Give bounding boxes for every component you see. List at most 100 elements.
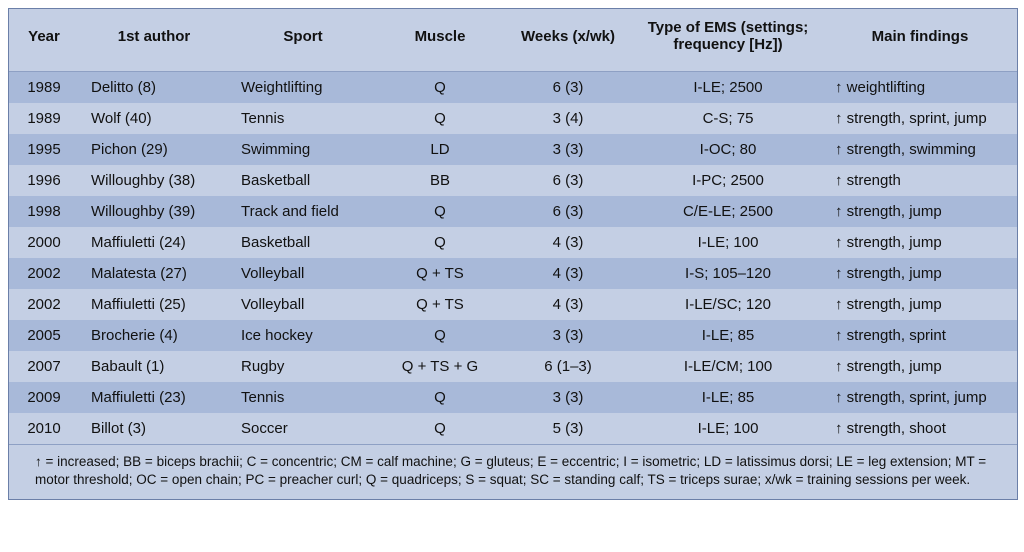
cell-author: Pichon (29) (79, 134, 229, 165)
cell-weeks: 6 (1–3) (503, 351, 633, 382)
col-weeks-header: Weeks (x/wk) (503, 9, 633, 72)
table-body: 1989Delitto (8)WeightliftingQ6 (3)I-LE; … (9, 72, 1017, 445)
cell-findings: ↑ strength, jump (823, 289, 1017, 320)
legend-row: ↑ = increased; BB = biceps brachii; C = … (9, 445, 1017, 500)
cell-muscle: Q (377, 227, 503, 258)
cell-author: Delitto (8) (79, 72, 229, 104)
cell-findings: ↑ strength (823, 165, 1017, 196)
cell-year: 2009 (9, 382, 79, 413)
cell-sport: Weightlifting (229, 72, 377, 104)
cell-muscle: Q (377, 320, 503, 351)
cell-sport: Basketball (229, 227, 377, 258)
cell-year: 2002 (9, 258, 79, 289)
cell-weeks: 4 (3) (503, 289, 633, 320)
cell-year: 1996 (9, 165, 79, 196)
cell-year: 2000 (9, 227, 79, 258)
col-sport-header: Sport (229, 9, 377, 72)
cell-sport: Tennis (229, 382, 377, 413)
cell-ems: I-LE; 85 (633, 320, 823, 351)
cell-sport: Basketball (229, 165, 377, 196)
cell-sport: Track and field (229, 196, 377, 227)
table-row: 1998Willoughby (39)Track and fieldQ6 (3)… (9, 196, 1017, 227)
cell-findings: ↑ strength, swimming (823, 134, 1017, 165)
cell-muscle: Q (377, 196, 503, 227)
table-row: 2007Babault (1)RugbyQ + TS + G6 (1–3)I-L… (9, 351, 1017, 382)
cell-sport: Volleyball (229, 258, 377, 289)
header-row: Year 1st author Sport Muscle Weeks (x/wk… (9, 9, 1017, 72)
table-row: 2002Malatesta (27)VolleyballQ + TS4 (3)I… (9, 258, 1017, 289)
cell-muscle: Q (377, 382, 503, 413)
cell-ems: I-PC; 2500 (633, 165, 823, 196)
cell-ems: I-LE/SC; 120 (633, 289, 823, 320)
cell-ems: I-LE/CM; 100 (633, 351, 823, 382)
cell-muscle: Q + TS (377, 289, 503, 320)
cell-year: 1995 (9, 134, 79, 165)
cell-weeks: 6 (3) (503, 196, 633, 227)
cell-ems: I-LE; 100 (633, 413, 823, 445)
cell-sport: Swimming (229, 134, 377, 165)
cell-author: Maffiuletti (24) (79, 227, 229, 258)
cell-ems: I-LE; 100 (633, 227, 823, 258)
cell-muscle: BB (377, 165, 503, 196)
cell-findings: ↑ strength, sprint, jump (823, 382, 1017, 413)
cell-year: 2007 (9, 351, 79, 382)
cell-weeks: 3 (3) (503, 382, 633, 413)
cell-author: Willoughby (38) (79, 165, 229, 196)
table-row: 1995Pichon (29)SwimmingLD3 (3)I-OC; 80↑ … (9, 134, 1017, 165)
cell-muscle: Q + TS (377, 258, 503, 289)
data-table: Year 1st author Sport Muscle Weeks (x/wk… (9, 9, 1017, 499)
col-author-header: 1st author (79, 9, 229, 72)
cell-weeks: 4 (3) (503, 258, 633, 289)
cell-findings: ↑ strength, jump (823, 196, 1017, 227)
cell-sport: Rugby (229, 351, 377, 382)
table-row: 2010Billot (3)SoccerQ5 (3)I-LE; 100↑ str… (9, 413, 1017, 445)
table-row: 2009Maffiuletti (23)TennisQ3 (3)I-LE; 85… (9, 382, 1017, 413)
cell-muscle: Q (377, 103, 503, 134)
cell-ems: I-LE; 2500 (633, 72, 823, 104)
table-row: 1989Delitto (8)WeightliftingQ6 (3)I-LE; … (9, 72, 1017, 104)
cell-sport: Soccer (229, 413, 377, 445)
cell-weeks: 5 (3) (503, 413, 633, 445)
cell-ems: I-S; 105–120 (633, 258, 823, 289)
cell-author: Malatesta (27) (79, 258, 229, 289)
cell-sport: Volleyball (229, 289, 377, 320)
cell-author: Maffiuletti (23) (79, 382, 229, 413)
ems-studies-table: Year 1st author Sport Muscle Weeks (x/wk… (8, 8, 1018, 500)
cell-muscle: LD (377, 134, 503, 165)
cell-muscle: Q (377, 413, 503, 445)
col-ems-header: Type of EMS (settings; frequency [Hz]) (633, 9, 823, 72)
cell-weeks: 3 (3) (503, 134, 633, 165)
table-row: 1996Willoughby (38)BasketballBB6 (3)I-PC… (9, 165, 1017, 196)
cell-year: 2005 (9, 320, 79, 351)
cell-sport: Tennis (229, 103, 377, 134)
table-row: 2005Brocherie (4)Ice hockeyQ3 (3)I-LE; 8… (9, 320, 1017, 351)
cell-findings: ↑ strength, jump (823, 351, 1017, 382)
table-row: 1989Wolf (40)TennisQ3 (4)C-S; 75↑ streng… (9, 103, 1017, 134)
cell-muscle: Q + TS + G (377, 351, 503, 382)
col-findings-header: Main findings (823, 9, 1017, 72)
cell-author: Babault (1) (79, 351, 229, 382)
cell-author: Wolf (40) (79, 103, 229, 134)
cell-year: 1989 (9, 103, 79, 134)
cell-findings: ↑ strength, jump (823, 227, 1017, 258)
cell-weeks: 4 (3) (503, 227, 633, 258)
cell-findings: ↑ strength, sprint, jump (823, 103, 1017, 134)
cell-weeks: 3 (3) (503, 320, 633, 351)
cell-findings: ↑ strength, sprint (823, 320, 1017, 351)
cell-sport: Ice hockey (229, 320, 377, 351)
cell-author: Maffiuletti (25) (79, 289, 229, 320)
cell-year: 2002 (9, 289, 79, 320)
cell-ems: I-OC; 80 (633, 134, 823, 165)
col-muscle-header: Muscle (377, 9, 503, 72)
cell-author: Billot (3) (79, 413, 229, 445)
cell-year: 1998 (9, 196, 79, 227)
table-row: 2000Maffiuletti (24)BasketballQ4 (3)I-LE… (9, 227, 1017, 258)
cell-author: Willoughby (39) (79, 196, 229, 227)
cell-year: 1989 (9, 72, 79, 104)
cell-findings: ↑ strength, jump (823, 258, 1017, 289)
cell-author: Brocherie (4) (79, 320, 229, 351)
cell-muscle: Q (377, 72, 503, 104)
cell-findings: ↑ weightlifting (823, 72, 1017, 104)
cell-ems: C-S; 75 (633, 103, 823, 134)
cell-findings: ↑ strength, shoot (823, 413, 1017, 445)
